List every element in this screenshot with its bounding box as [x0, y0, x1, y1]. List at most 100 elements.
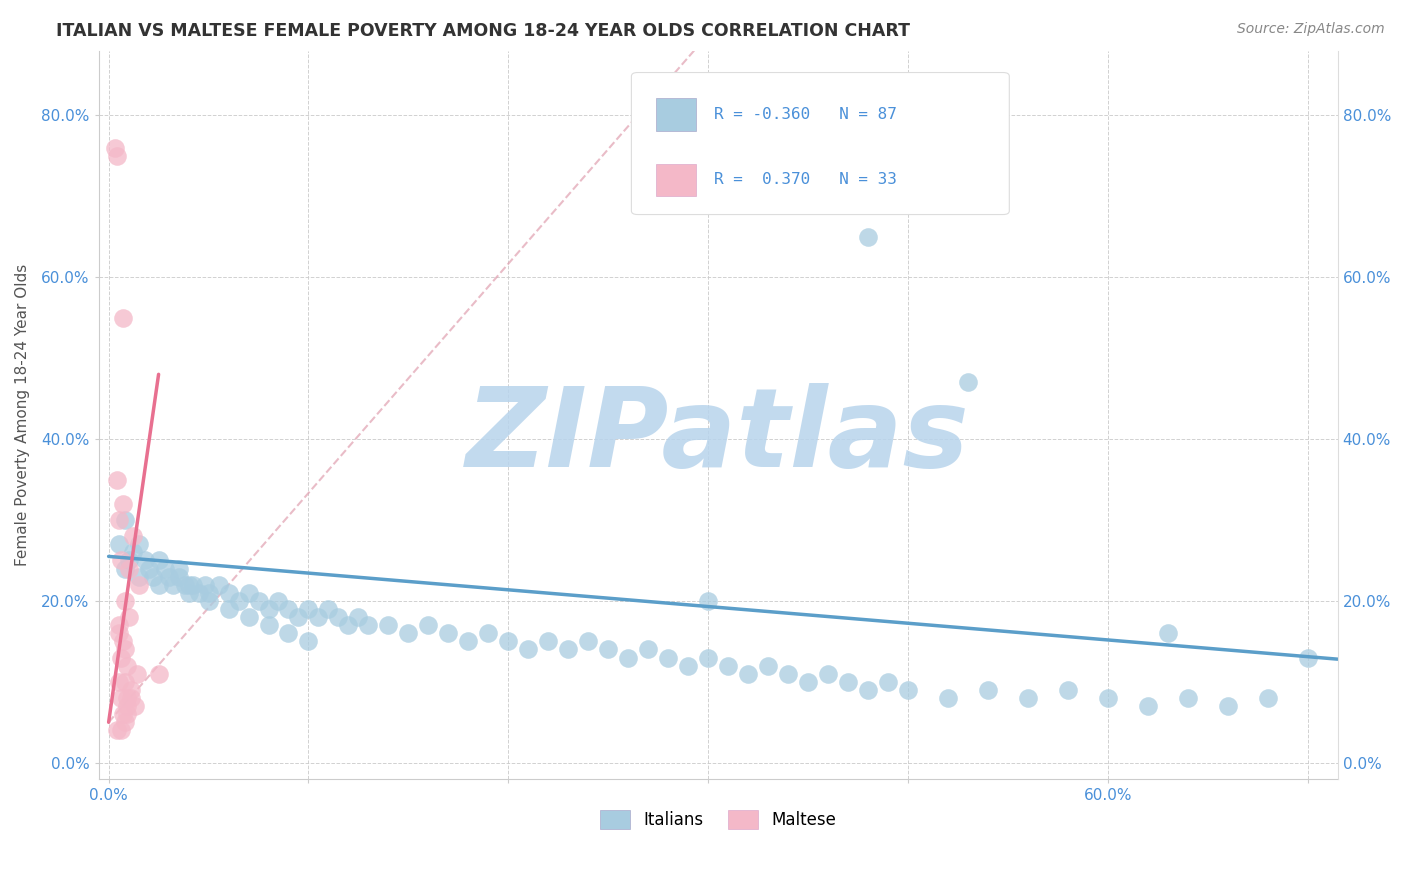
Point — [218, 602, 240, 616]
Point — [897, 682, 920, 697]
Point — [778, 666, 800, 681]
Point — [107, 674, 129, 689]
Point — [117, 561, 139, 575]
Point — [598, 642, 620, 657]
Point — [238, 610, 260, 624]
Point — [114, 715, 136, 730]
Point — [756, 658, 779, 673]
Point — [115, 691, 138, 706]
Point — [297, 634, 319, 648]
Legend: Italians, Maltese: Italians, Maltese — [593, 804, 844, 836]
Point — [877, 674, 900, 689]
Point — [115, 699, 138, 714]
Text: Source: ZipAtlas.com: Source: ZipAtlas.com — [1237, 22, 1385, 37]
Point — [110, 553, 132, 567]
Point — [114, 513, 136, 527]
Text: ZIPatlas: ZIPatlas — [467, 384, 970, 490]
Point — [1296, 650, 1319, 665]
Point — [110, 723, 132, 738]
Point — [437, 626, 460, 640]
Point — [114, 594, 136, 608]
Point — [128, 578, 150, 592]
Point — [120, 691, 142, 706]
Point — [111, 634, 134, 648]
Point — [1136, 699, 1159, 714]
FancyBboxPatch shape — [657, 163, 696, 196]
Point — [197, 594, 219, 608]
Point — [498, 634, 520, 648]
Point — [197, 586, 219, 600]
Point — [105, 149, 128, 163]
Point — [936, 691, 959, 706]
Point — [107, 537, 129, 551]
Point — [308, 610, 330, 624]
Point — [134, 553, 156, 567]
Point — [517, 642, 540, 657]
Point — [107, 513, 129, 527]
Point — [856, 229, 879, 244]
Point — [177, 578, 200, 592]
Point — [107, 626, 129, 640]
Point — [1157, 626, 1180, 640]
Point — [328, 610, 350, 624]
Point — [167, 561, 190, 575]
Point — [257, 618, 280, 632]
Point — [187, 586, 209, 600]
Point — [120, 682, 142, 697]
Point — [153, 561, 176, 575]
Point — [207, 578, 229, 592]
Point — [142, 569, 165, 583]
Point — [337, 618, 360, 632]
Point — [1056, 682, 1078, 697]
Point — [267, 594, 290, 608]
Point — [557, 642, 579, 657]
Text: R =  0.370   N = 33: R = 0.370 N = 33 — [714, 172, 897, 187]
Point — [148, 666, 170, 681]
Point — [717, 658, 740, 673]
Point — [121, 545, 143, 559]
Point — [110, 691, 132, 706]
Point — [1017, 691, 1039, 706]
Point — [111, 707, 134, 722]
Point — [617, 650, 640, 665]
Point — [977, 682, 1000, 697]
Point — [297, 602, 319, 616]
Point — [287, 610, 309, 624]
Point — [737, 666, 759, 681]
Point — [105, 473, 128, 487]
Point — [1216, 699, 1239, 714]
Y-axis label: Female Poverty Among 18-24 Year Olds: Female Poverty Among 18-24 Year Olds — [15, 264, 30, 566]
Point — [676, 658, 699, 673]
Point — [1177, 691, 1199, 706]
Point — [277, 626, 299, 640]
Point — [115, 658, 138, 673]
Text: R = -0.360   N = 87: R = -0.360 N = 87 — [714, 107, 897, 122]
Point — [115, 707, 138, 722]
Point — [277, 602, 299, 616]
Point — [148, 553, 170, 567]
Point — [318, 602, 340, 616]
Point — [537, 634, 560, 648]
Point — [396, 626, 419, 640]
Text: ITALIAN VS MALTESE FEMALE POVERTY AMONG 18-24 YEAR OLDS CORRELATION CHART: ITALIAN VS MALTESE FEMALE POVERTY AMONG … — [56, 22, 910, 40]
Point — [114, 642, 136, 657]
Point — [111, 310, 134, 325]
Point — [238, 586, 260, 600]
Point — [357, 618, 380, 632]
Point — [637, 642, 659, 657]
Point — [148, 578, 170, 592]
Point — [104, 141, 127, 155]
Point — [114, 561, 136, 575]
Point — [218, 586, 240, 600]
Point — [477, 626, 499, 640]
Point — [228, 594, 250, 608]
Point — [121, 529, 143, 543]
Point — [138, 561, 160, 575]
Point — [856, 682, 879, 697]
Point — [457, 634, 479, 648]
Point — [162, 578, 184, 592]
Point — [697, 650, 720, 665]
Point — [128, 569, 150, 583]
FancyBboxPatch shape — [657, 98, 696, 131]
Point — [257, 602, 280, 616]
